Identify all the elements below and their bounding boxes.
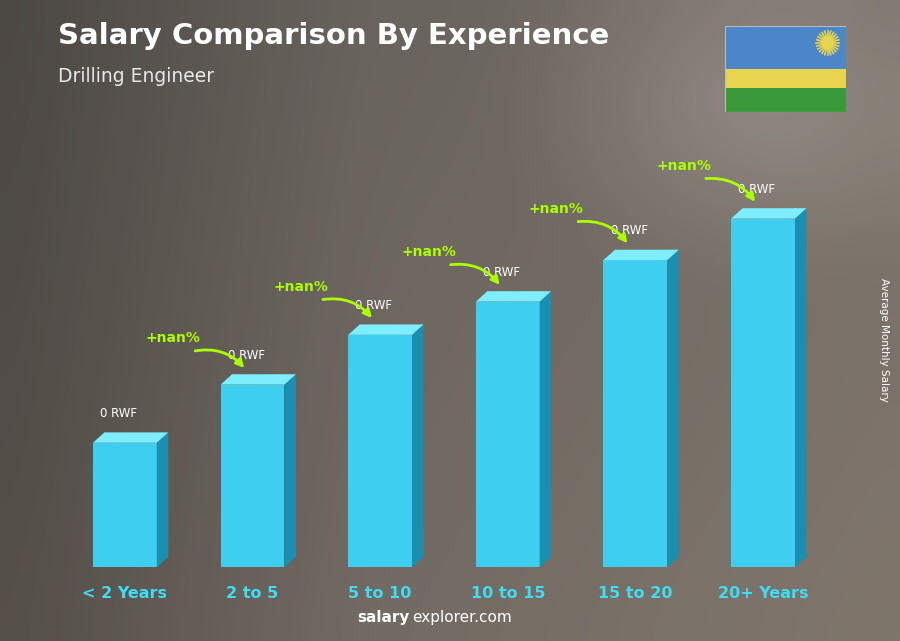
- Polygon shape: [667, 250, 679, 567]
- Text: +nan%: +nan%: [656, 158, 711, 172]
- Text: explorer.com: explorer.com: [412, 610, 512, 625]
- Polygon shape: [604, 250, 679, 260]
- Text: Drilling Engineer: Drilling Engineer: [58, 67, 214, 87]
- Polygon shape: [284, 374, 296, 567]
- Circle shape: [822, 36, 834, 50]
- Text: +nan%: +nan%: [146, 331, 201, 345]
- Bar: [724, 26, 846, 69]
- Polygon shape: [157, 433, 168, 567]
- Bar: [348, 335, 412, 567]
- Polygon shape: [348, 324, 424, 335]
- Polygon shape: [540, 291, 551, 567]
- Text: Average Monthly Salary: Average Monthly Salary: [878, 278, 889, 402]
- Bar: [604, 260, 667, 567]
- Text: 0 RWF: 0 RWF: [483, 266, 520, 279]
- Text: 0 RWF: 0 RWF: [610, 224, 647, 237]
- Bar: [724, 88, 846, 112]
- Text: +nan%: +nan%: [274, 279, 328, 294]
- Text: salary: salary: [357, 610, 410, 625]
- Text: 0 RWF: 0 RWF: [738, 183, 775, 196]
- Text: +nan%: +nan%: [529, 202, 584, 215]
- Bar: [724, 69, 846, 88]
- Text: Salary Comparison By Experience: Salary Comparison By Experience: [58, 22, 610, 51]
- Polygon shape: [795, 208, 806, 567]
- Text: +nan%: +nan%: [401, 245, 456, 259]
- Bar: [93, 443, 157, 567]
- Polygon shape: [220, 374, 296, 385]
- Bar: [220, 385, 284, 567]
- Text: 0 RWF: 0 RWF: [100, 407, 137, 420]
- Polygon shape: [476, 291, 551, 302]
- Polygon shape: [412, 324, 424, 567]
- Bar: [476, 302, 540, 567]
- Bar: [731, 219, 795, 567]
- Polygon shape: [731, 208, 806, 219]
- Text: 0 RWF: 0 RWF: [356, 299, 392, 312]
- Text: 0 RWF: 0 RWF: [228, 349, 265, 362]
- Polygon shape: [93, 433, 168, 443]
